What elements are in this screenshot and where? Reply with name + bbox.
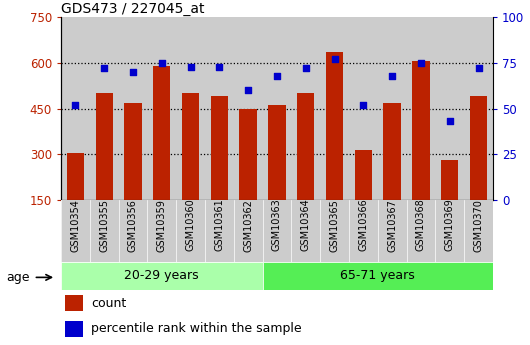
Point xyxy=(388,73,396,79)
Text: 20-29 years: 20-29 years xyxy=(125,269,199,283)
Bar xyxy=(268,105,286,200)
Bar xyxy=(65,295,83,311)
Bar xyxy=(297,93,314,200)
Point xyxy=(187,64,195,69)
Point xyxy=(330,57,339,62)
Point xyxy=(474,66,483,71)
Point xyxy=(129,69,137,75)
Bar xyxy=(153,66,170,200)
Bar xyxy=(262,262,493,290)
Bar xyxy=(67,153,84,200)
Bar xyxy=(182,93,199,200)
Bar xyxy=(355,150,372,200)
Point xyxy=(215,64,224,69)
Text: age: age xyxy=(6,271,30,284)
Bar xyxy=(211,97,228,200)
Point xyxy=(417,60,425,66)
Point xyxy=(100,66,108,71)
Point xyxy=(157,60,166,66)
Bar xyxy=(240,109,257,200)
Bar xyxy=(470,97,487,200)
Bar xyxy=(61,262,262,290)
Point xyxy=(445,119,454,124)
Text: GDS473 / 227045_at: GDS473 / 227045_at xyxy=(61,2,205,16)
Text: 65-71 years: 65-71 years xyxy=(340,269,415,283)
Point xyxy=(302,66,310,71)
Bar xyxy=(412,61,429,200)
Bar xyxy=(441,160,458,200)
Bar xyxy=(125,103,142,200)
Text: percentile rank within the sample: percentile rank within the sample xyxy=(91,323,302,335)
Bar xyxy=(65,321,83,337)
Bar xyxy=(95,93,113,200)
Text: count: count xyxy=(91,297,127,309)
Point xyxy=(71,102,80,108)
Point xyxy=(244,88,252,93)
Point xyxy=(272,73,281,79)
Bar xyxy=(326,52,343,200)
Bar xyxy=(384,102,401,200)
Point xyxy=(359,102,368,108)
